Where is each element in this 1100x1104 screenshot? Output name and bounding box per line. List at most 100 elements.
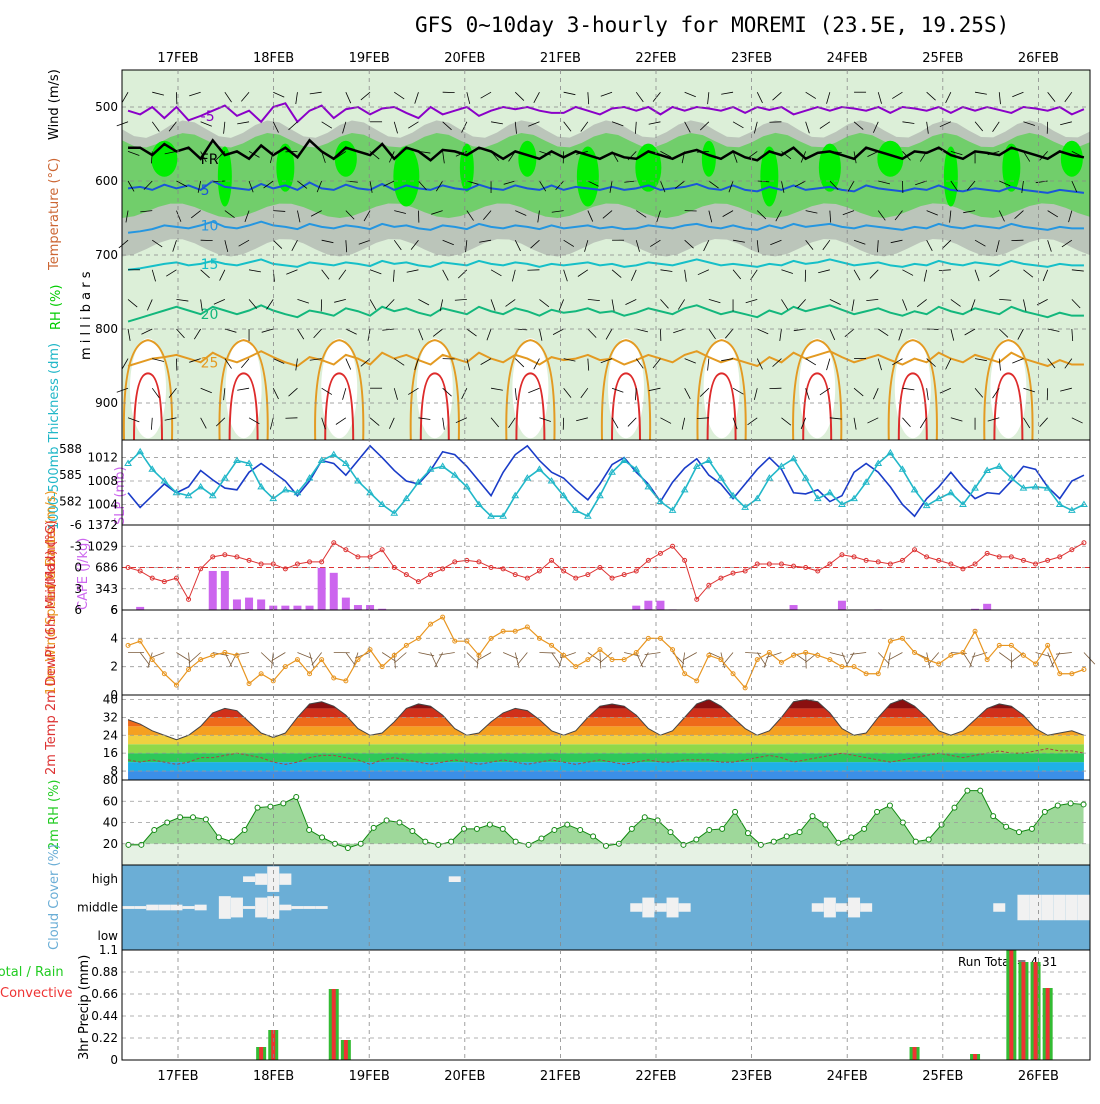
cloud-cell	[291, 906, 303, 909]
low-level-dry-patch	[321, 338, 357, 438]
date-label-top: 17FEB	[157, 51, 198, 66]
date-label-top: 18FEB	[253, 51, 294, 66]
pressure-tick-label: 800	[95, 322, 118, 336]
precip-convective-bar	[913, 1047, 917, 1060]
cape-bar	[644, 601, 652, 610]
cape-tick-label: 343	[95, 582, 118, 596]
date-label-top: 22FEB	[635, 51, 676, 66]
cloud-cell	[279, 905, 291, 911]
precip-convective-bar	[973, 1054, 977, 1060]
precip-tick-label: 0.22	[91, 1031, 118, 1045]
rh-2m-point	[887, 803, 892, 808]
wind-barb-10m	[467, 653, 479, 664]
wind-tick-label: 4	[110, 631, 118, 645]
cloud-background	[122, 865, 1090, 950]
rh-2m-point	[668, 830, 673, 835]
low-level-dry-patch	[895, 338, 931, 438]
rh-2m-point	[190, 815, 195, 820]
rh-2m-point	[255, 805, 260, 810]
cloud-cell	[170, 905, 182, 911]
wind-barb-10m	[970, 653, 975, 668]
rh-2m-label: 2m RH (%)	[47, 779, 62, 850]
low-level-dry-patch	[608, 338, 644, 438]
rh-2m-point	[578, 827, 583, 832]
thickness-tick-label: 585	[59, 468, 82, 482]
rh-2m-point	[320, 835, 325, 840]
rh-2m-point	[294, 795, 299, 800]
precip-tick-label: 0.44	[91, 1009, 118, 1023]
rh-2m-point	[307, 827, 312, 832]
rh-2m-point	[526, 842, 531, 847]
precip-tick-label: 0.88	[91, 965, 118, 979]
cloud-cell	[993, 903, 1005, 912]
cape-bar	[354, 605, 362, 610]
slp-tick-label: 1012	[87, 451, 118, 465]
cloud-cell	[255, 874, 267, 885]
rh-label: RH (%)	[49, 285, 64, 330]
cloud-cell	[243, 876, 255, 882]
cape-bar	[257, 599, 265, 610]
chart-title: GFS 0~10day 3-hourly for MOREMI (23.5E, …	[415, 13, 1009, 37]
rh-bright-blob	[335, 141, 357, 177]
low-level-dry-patch	[130, 338, 166, 438]
cape-bar	[306, 606, 314, 610]
cloud-cell	[848, 898, 860, 918]
cloud-cell	[267, 896, 279, 919]
rh-2m-point	[203, 817, 208, 822]
cloud-cell	[183, 906, 195, 909]
plot-area: -5FR510152025500600700800900101210081004…	[59, 51, 1095, 1084]
precip-convective-bar	[1021, 962, 1025, 1060]
cloud-cell	[1042, 895, 1054, 921]
rh-2m-point	[591, 834, 596, 839]
date-label-bottom: 21FEB	[540, 1069, 581, 1084]
cloud-cell	[1017, 895, 1029, 921]
date-label-bottom: 18FEB	[253, 1069, 294, 1084]
rh-2m-point	[1029, 826, 1034, 831]
wind-barb-10m	[745, 653, 761, 654]
thickness-tick-label: 582	[59, 495, 82, 509]
cloud-cell	[630, 903, 642, 912]
cloud-cell	[304, 906, 316, 909]
wind-barb-10m	[999, 653, 1012, 662]
cloud-cell	[219, 896, 231, 919]
rh-tick-label: 20	[103, 837, 118, 851]
wind-barb-10m	[1056, 653, 1072, 655]
precip-axis-label: 3hr Precip (mm)	[77, 955, 92, 1060]
cloud-cell	[279, 874, 291, 885]
precip-convective-bar	[344, 1040, 348, 1060]
cape-bar	[656, 601, 664, 610]
cape-tick-label: 1029	[87, 539, 118, 553]
wind-barb-10m	[552, 653, 561, 666]
cloud-cell	[146, 905, 158, 911]
temp-tick-label: 24	[103, 728, 118, 742]
date-label-bottom: 23FEB	[731, 1069, 772, 1084]
precip-tick-label: 0.66	[91, 987, 118, 1001]
rh-tick-label: 80	[103, 773, 118, 787]
rh-2m-point	[268, 804, 273, 809]
cape-bar	[318, 568, 326, 610]
temp-band	[122, 717, 1090, 726]
rh-2m-point	[720, 826, 725, 831]
thickness-point	[1081, 501, 1087, 506]
wind-barb-10m	[1084, 653, 1095, 665]
pressure-tick-label: 900	[95, 396, 118, 410]
precip-total-label: Total / Rain	[0, 965, 64, 980]
cape-bar	[790, 605, 798, 610]
cloud-cell	[195, 905, 207, 911]
precip-convective-bar	[1009, 950, 1013, 1060]
pressure-tick-label: 500	[95, 100, 118, 114]
rh-2m-point	[797, 830, 802, 835]
precip-conv-label: Convective	[0, 986, 73, 1001]
cloud-cell	[316, 906, 328, 909]
cloud-cell	[679, 903, 691, 912]
temp-band	[122, 735, 1090, 744]
contour-label-5: 5	[201, 183, 210, 199]
pressure-tick-label: 600	[95, 174, 118, 188]
cloud-layer-label: low	[98, 929, 119, 943]
rh-bright-blob	[1061, 141, 1083, 177]
temp-tick-label: 32	[103, 710, 118, 724]
date-label-bottom: 19FEB	[349, 1069, 390, 1084]
rh-2m-point	[539, 836, 544, 841]
rh-2m-point	[694, 837, 699, 842]
